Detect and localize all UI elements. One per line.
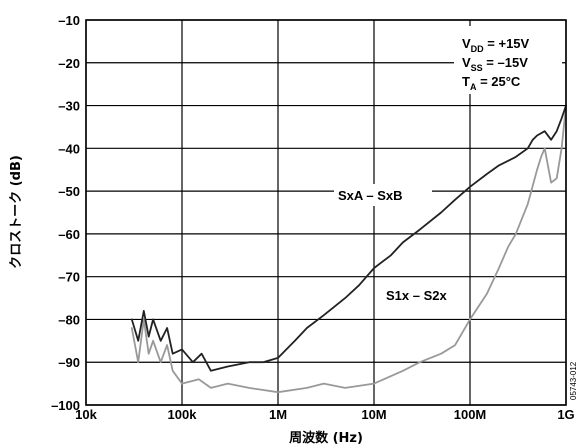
x-tick-label-4: 100M [454, 407, 487, 422]
y-tick-label-7: –80 [58, 312, 80, 327]
grid [85, 19, 567, 406]
series-line-1 [130, 104, 567, 394]
conditions-background [454, 26, 562, 94]
x-tick-label-2: 1M [269, 407, 287, 422]
y-tick-label-5: –60 [58, 227, 80, 242]
x-tick-label-0: 10k [75, 407, 97, 422]
vdd-condition: VDD = +15V [462, 36, 530, 54]
series-label-s1x-s2x-background [382, 284, 458, 306]
series-layer [130, 104, 567, 394]
y-tick-label-2: –30 [58, 99, 80, 114]
series-label-s1x-s2x-text: S1x – S2x [386, 288, 447, 303]
figure-id: 05743-012 [569, 361, 578, 400]
x-tick-labels: 10k 100k 1M 10M 100M 1G [75, 407, 575, 422]
series-line-0 [130, 104, 567, 372]
ta-condition: TA = 25°C [462, 74, 521, 92]
x-tick-label-5: 1G [557, 407, 574, 422]
y-tick-label-8: –90 [58, 355, 80, 370]
plot-frame [85, 19, 567, 406]
y-tick-label-6: –70 [58, 270, 80, 285]
y-axis-label: クロストーク (dB) [9, 155, 24, 269]
x-tick-label-3: 10M [361, 407, 386, 422]
y-tick-label-3: –40 [58, 141, 80, 156]
vss-condition: VSS = –15V [462, 55, 528, 73]
y-tick-label-1: –20 [58, 56, 80, 71]
series-label-s1x-s2x: S1x – S2x [382, 284, 458, 306]
y-tick-label-0: –10 [58, 13, 80, 28]
series-label-sxa-sxb: SxA – SxB [334, 184, 432, 206]
y-tick-label-4: –50 [58, 184, 80, 199]
series-label-sxa-sxb-text: SxA – SxB [338, 188, 403, 203]
y-tick-label-9: –100 [51, 398, 80, 413]
x-tick-label-1: 100k [168, 407, 198, 422]
y-tick-labels: –10 –20 –30 –40 –50 –60 –70 –80 –90 –100 [51, 13, 80, 413]
series-label-sxa-sxb-background [334, 184, 432, 206]
conditions-box: VDD = +15V VSS = –15V TA = 25°C [454, 26, 562, 94]
x-axis-label: 周波数 (Hz) [289, 430, 363, 446]
